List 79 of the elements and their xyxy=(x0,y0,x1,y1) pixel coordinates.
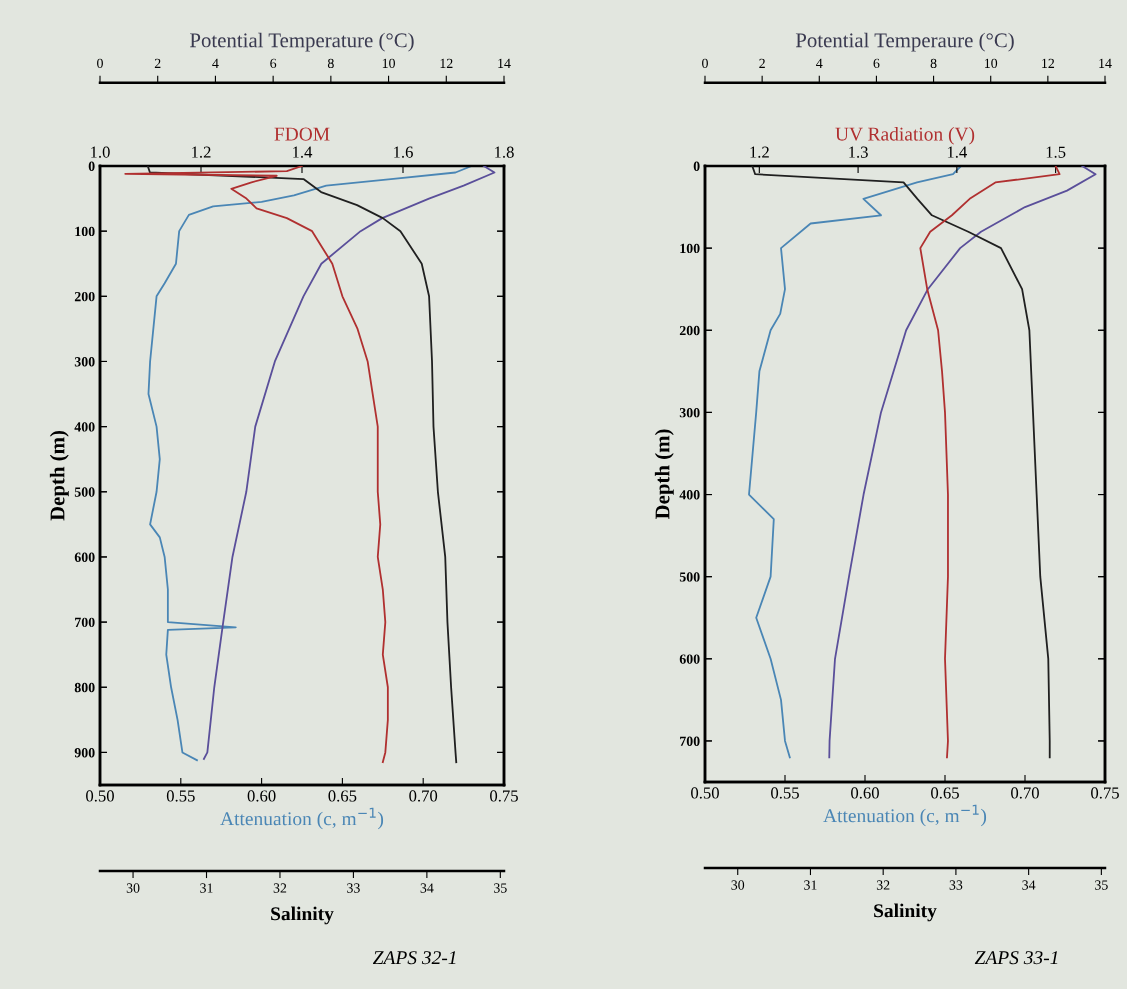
y-tick-label: 300 xyxy=(74,357,95,367)
x-tick-label: 33 xyxy=(949,880,963,890)
x-tick-label: 0.50 xyxy=(691,787,719,799)
y-tick-label: 200 xyxy=(74,291,95,302)
x2-tick-label: 2 xyxy=(759,58,765,68)
y-tick-label: 400 xyxy=(679,490,700,500)
x-tick-label: 0.55 xyxy=(771,787,799,799)
x2-axis-title: UV Radiation (V) xyxy=(835,126,975,145)
y-tick-label: 900 xyxy=(74,748,95,758)
x-tick-label: 31 xyxy=(804,880,817,890)
x2-tick-label: 1.4 xyxy=(293,146,313,158)
x2-tick-label: 8 xyxy=(327,58,334,69)
x2-tick-label: 4 xyxy=(816,58,823,68)
x-tick-label: 0.60 xyxy=(851,787,879,799)
x-tick-label: 0.65 xyxy=(931,787,959,799)
x-tick-label: 32 xyxy=(273,883,287,893)
x2-tick-label: 10 xyxy=(382,58,395,69)
y-tick-label: 800 xyxy=(74,682,95,693)
text: ZAPS 33-1 xyxy=(974,951,1058,965)
x2-tick-label: 1.5 xyxy=(1046,146,1066,158)
y-tick-label: 0 xyxy=(88,161,95,171)
y-tick-label: 100 xyxy=(680,243,700,254)
x-tick-label: 0.75 xyxy=(1091,787,1119,799)
y-tick-label: 700 xyxy=(75,617,95,628)
x-tick-label: 31 xyxy=(200,883,213,893)
x-axis-title: Salinity xyxy=(271,906,334,925)
x2-tick-label: 1.2 xyxy=(192,146,211,158)
x2-tick-label: 1.6 xyxy=(394,146,413,158)
x-tick-label: 0.55 xyxy=(166,790,195,802)
x-tick-label: 0.75 xyxy=(490,790,518,802)
x-tick-label: 0.65 xyxy=(328,790,357,802)
x-tick-label: 34 xyxy=(420,883,434,893)
x-axis-title: Salinity xyxy=(874,903,937,922)
x2-tick-label: 6 xyxy=(270,58,277,69)
x-tick-label: 0.70 xyxy=(1011,787,1039,799)
x2-tick-label: 14 xyxy=(1099,58,1112,68)
x-tick-label: 0.50 xyxy=(86,790,114,802)
text: ZAPS 32-1 xyxy=(372,951,456,965)
x2-tick-label: 2 xyxy=(154,58,161,68)
y-tick-label: 700 xyxy=(680,736,700,746)
x-axis-title: Attenuation (c, m$^{−1}$) xyxy=(220,807,384,830)
y-tick-label: 300 xyxy=(679,407,700,418)
y-tick-label: 500 xyxy=(74,487,95,497)
y-axis-title: Depth (m) xyxy=(49,430,69,521)
x-axis-title: Attenuation (c, m$^{−1}$) xyxy=(823,804,987,827)
x2-tick-label: 4 xyxy=(212,58,219,68)
y-tick-label: 200 xyxy=(679,325,700,336)
x2-tick-label: 1.2 xyxy=(750,146,769,158)
y-axis-title: Depth (m) xyxy=(654,429,674,520)
x2-tick-label: 1.0 xyxy=(91,146,110,158)
y-tick-label: 600 xyxy=(74,552,95,562)
x2-tick-label: 12 xyxy=(1042,58,1055,68)
x-tick-label: 30 xyxy=(731,880,745,890)
x2-tick-label: 8 xyxy=(930,58,937,69)
x-tick-label: 30 xyxy=(126,883,140,893)
y-tick-label: 500 xyxy=(679,572,700,582)
x2-axis-title: Potential Temperaure (°C) xyxy=(795,32,1014,52)
x2-tick-label: 1.4 xyxy=(947,146,968,158)
x-tick-label: 33 xyxy=(347,883,360,893)
x2-axis-title: Potential Temperature (°C) xyxy=(190,32,414,52)
x2-tick-label: 0 xyxy=(702,58,708,69)
x2-tick-label: 12 xyxy=(440,58,453,68)
x-tick-label: 0.60 xyxy=(247,790,276,802)
x2-tick-label: 10 xyxy=(984,58,998,69)
x2-tick-label: 0 xyxy=(97,58,103,69)
x2-tick-label: 1.8 xyxy=(495,146,514,158)
y-tick-label: 400 xyxy=(74,422,95,432)
x2-tick-label: 1.3 xyxy=(849,146,868,158)
x-tick-label: 35 xyxy=(1095,880,1108,890)
x-tick-label: 34 xyxy=(1022,880,1036,890)
x-tick-label: 32 xyxy=(876,880,890,890)
x-tick-label: 35 xyxy=(494,883,507,893)
y-tick-label: 600 xyxy=(679,654,700,664)
y-tick-label: 0 xyxy=(693,161,700,171)
x-tick-label: 0.70 xyxy=(409,790,438,802)
y-tick-label: 100 xyxy=(75,226,95,237)
x2-tick-label: 6 xyxy=(873,58,880,69)
x2-tick-label: 14 xyxy=(498,58,511,68)
x2-axis-title: FDOM xyxy=(274,127,330,141)
